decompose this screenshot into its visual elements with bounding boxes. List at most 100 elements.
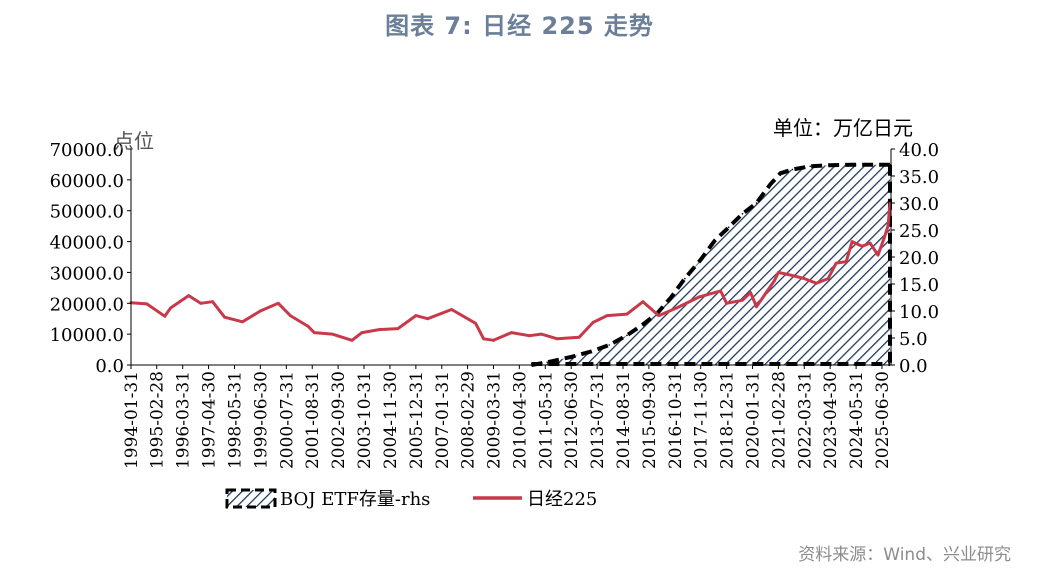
nikkei-point (360, 331, 364, 334)
etf-point (590, 350, 592, 353)
etf-area (531, 164, 890, 365)
nikkei-point (306, 325, 310, 328)
nikkei-point (675, 306, 679, 310)
nikkei-point (187, 294, 191, 297)
etf-point (769, 183, 772, 185)
nikkei-point (163, 314, 167, 318)
nikkei-point (773, 279, 776, 282)
etf-point (642, 323, 644, 326)
x-tick-label: 2001-08-31 (303, 371, 323, 469)
nikkei-point (886, 224, 890, 228)
nikkei-point (641, 300, 645, 304)
nikkei-point (482, 337, 485, 341)
x-tick-label: 2015-09-30 (640, 371, 660, 469)
nikkei-point (211, 300, 215, 304)
x-tick-label: 2023-04-30 (821, 371, 841, 469)
nikkei-point (288, 314, 292, 317)
nikkei-point (882, 237, 886, 240)
nikkei-point (802, 277, 806, 280)
nikkei-point (492, 338, 495, 342)
nikkei-point (312, 331, 316, 334)
etf-point (608, 344, 610, 346)
nikkei-point (145, 302, 149, 306)
x-tick-label: 2000-07-31 (277, 371, 297, 469)
nikkei-point (697, 295, 701, 299)
etf-point (546, 361, 548, 364)
left-axis-unit: 点位 (114, 129, 154, 153)
x-tick-label: 2005-12-31 (407, 371, 427, 469)
x-tick-label: 2009-03-31 (485, 371, 505, 469)
nikkei-point (510, 331, 513, 334)
etf-point (684, 277, 686, 280)
right-tick-label: 5.0 (899, 329, 928, 350)
right-tick-label: 20.0 (899, 248, 939, 269)
nikkei-point (199, 301, 203, 305)
x-tick-label: 2002-09-30 (329, 371, 349, 469)
nikkei-point (719, 289, 722, 293)
x-tick-label: 2014-08-31 (614, 371, 634, 469)
legend-label-etf: BOJ ETF存量-rhs (280, 489, 430, 510)
etf-point (713, 240, 716, 242)
x-tick-label: 2011-05-31 (536, 371, 556, 469)
etf-point (779, 172, 782, 175)
left-tick-label: 30000.0 (50, 263, 124, 284)
nikkei-point (657, 314, 661, 317)
right-tick-label: 10.0 (899, 302, 939, 323)
x-tick-label: 2025-06-30 (873, 371, 893, 469)
x-tick-label: 2007-01-31 (433, 371, 453, 469)
right-tick-label: 40.0 (899, 140, 939, 161)
right-tick-label: 25.0 (899, 221, 939, 242)
nikkei-point (396, 327, 400, 330)
etf-point (881, 163, 883, 166)
etf-point (755, 202, 758, 204)
x-tick-label: 1995-02-28 (148, 371, 168, 469)
right-tick-label: 0.0 (899, 356, 928, 377)
nikkei-point (350, 338, 354, 342)
nikkei-point (528, 334, 531, 338)
x-tick-label: 1994-01-31 (122, 371, 142, 469)
nikkei-point (591, 321, 595, 324)
left-tick-label: 70000.0 (50, 140, 124, 161)
legend-label-nikkei: 日经225 (527, 489, 597, 510)
nikkei-point (741, 298, 744, 302)
nikkei-point (725, 301, 728, 305)
nikkei-point (555, 337, 559, 341)
nikkei-point (749, 291, 752, 294)
right-tick-label: 15.0 (899, 275, 939, 296)
etf-point (699, 258, 702, 261)
left-tick-label: 60000.0 (50, 171, 124, 192)
nikkei-point (850, 240, 854, 244)
nikkei-point (169, 306, 173, 310)
etf-point (727, 226, 730, 229)
x-tick-label: 2012-06-30 (562, 371, 582, 469)
etf-point (626, 334, 628, 337)
x-tick-label: 2017-11-30 (692, 371, 712, 469)
left-tick-label: 10000.0 (50, 325, 124, 346)
figure-title: 图表 7: 日经 225 走势 (385, 12, 654, 40)
etf-point (851, 163, 853, 166)
x-tick-label: 2008-02-29 (459, 371, 479, 469)
x-tick-label: 1997-04-30 (200, 371, 220, 469)
nikkei-point (474, 321, 477, 325)
x-tick-label: 1998-05-31 (226, 371, 246, 469)
nikkei-point (860, 244, 864, 248)
right-tick-label: 30.0 (899, 194, 939, 215)
nikkei-point (876, 253, 880, 257)
x-tick-label: 1999-06-30 (251, 371, 271, 469)
right-axis-ticks: 0.0 5.0 10.0 15.0 20.0 25.0 30.0 35.0 40.0 (891, 140, 939, 377)
nikkei-point (777, 271, 780, 274)
etf-point (829, 164, 831, 166)
nikkei-point (605, 314, 609, 317)
left-tick-label: 40000.0 (50, 233, 124, 254)
x-tick-label: 2018-12-31 (718, 371, 738, 469)
x-tick-label: 2003-10-31 (355, 371, 375, 469)
nikkei-point (834, 261, 838, 265)
nikkei-point (241, 320, 244, 324)
nikkei-point (258, 309, 262, 313)
etf-series-group (530, 162, 892, 367)
x-tick-label: 2013-07-31 (588, 371, 608, 469)
nikkei-point (755, 305, 758, 309)
right-tick-label: 35.0 (899, 167, 939, 188)
nikkei-point (814, 281, 818, 285)
